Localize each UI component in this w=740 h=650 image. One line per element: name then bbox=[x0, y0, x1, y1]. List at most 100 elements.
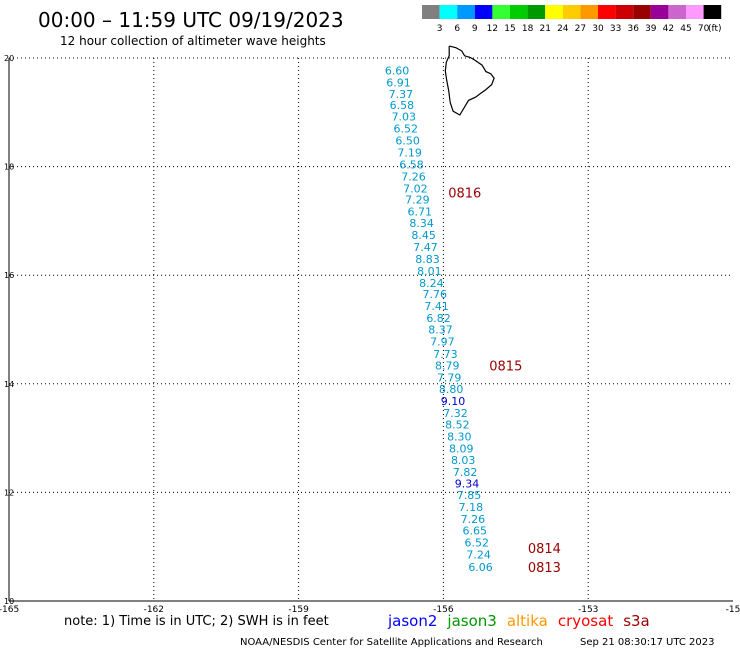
legend-swatch bbox=[474, 5, 493, 19]
swh-label: 8.03 bbox=[451, 454, 476, 467]
legend-label: 42 bbox=[663, 24, 674, 34]
legend-label: 27 bbox=[575, 24, 586, 34]
swh-label: 6.58 bbox=[399, 158, 424, 171]
swh-label: 7.79 bbox=[437, 371, 462, 384]
x-tick-label: -159 bbox=[288, 605, 309, 615]
swh-label: 6.65 bbox=[463, 524, 488, 537]
swh-label: 6.06 bbox=[468, 561, 493, 574]
swh-label: 7.41 bbox=[424, 300, 449, 313]
legend-label: 3 bbox=[437, 24, 443, 34]
legend-swatch bbox=[527, 5, 546, 19]
source-jason2: jason2 bbox=[387, 612, 437, 630]
coastline bbox=[444, 45, 495, 116]
swh-label: 8.52 bbox=[445, 419, 470, 432]
footer-credit: NOAA/NESDIS Center for Satellite Applica… bbox=[240, 637, 543, 648]
swh-label: 8.09 bbox=[449, 442, 474, 455]
swh-label: 9.34 bbox=[455, 478, 480, 491]
data-points: 6.606.917.376.587.036.526.507.196.587.26… bbox=[385, 64, 493, 573]
plot-grid bbox=[8, 57, 733, 602]
legend-swatch bbox=[457, 5, 475, 19]
swh-label: 7.29 bbox=[405, 194, 430, 207]
swh-label: 6.71 bbox=[407, 206, 432, 219]
swh-label: 6.52 bbox=[394, 123, 419, 136]
swh-label: 7.18 bbox=[459, 501, 484, 514]
legend-label: 15 bbox=[504, 24, 515, 34]
x-tick-label: -156 bbox=[433, 605, 454, 615]
legend-label: 24 bbox=[557, 24, 569, 34]
pass-time-label: 0816 bbox=[448, 187, 481, 202]
swh-label: 6.50 bbox=[395, 135, 420, 148]
y-tick-label: 10 bbox=[4, 597, 14, 606]
legend-swatch bbox=[510, 5, 528, 19]
swh-label: 8.24 bbox=[419, 277, 444, 290]
swh-label: 7.32 bbox=[443, 407, 468, 420]
pass-annotations: 0816 0815 0814 0813 bbox=[448, 187, 561, 576]
legend-label: 33 bbox=[610, 24, 621, 34]
legend-unit: (ft) bbox=[708, 24, 722, 34]
swh-label: 6.60 bbox=[385, 64, 410, 77]
axis-ticks: -165 -162 -159 -156 -153 -15 20 18 16 14 12 10 bbox=[0, 54, 740, 615]
pass-time-label: 0813 bbox=[528, 561, 561, 576]
swh-label: 7.26 bbox=[401, 170, 426, 183]
color-legend: 3 6 9 12 15 18 21 24 27 30 33 36 39 42 45 70 bbox=[422, 5, 722, 34]
swh-label: 6.82 bbox=[426, 312, 451, 325]
source-legend: jason2 jason3 altika cryosat s3a bbox=[387, 612, 650, 630]
chart-title: 00:00 – 11:59 UTC 09/19/2023 bbox=[38, 8, 344, 32]
legend-swatch bbox=[650, 5, 669, 19]
y-tick-label: 14 bbox=[4, 380, 14, 389]
swh-label: 7.73 bbox=[433, 348, 458, 361]
swh-label: 7.02 bbox=[403, 182, 428, 195]
swh-label: 8.79 bbox=[435, 359, 460, 372]
swh-label: 7.85 bbox=[457, 489, 482, 502]
swh-label: 9.10 bbox=[441, 395, 466, 408]
swh-label: 7.37 bbox=[389, 88, 414, 101]
y-tick-label: 20 bbox=[4, 54, 14, 63]
legend-swatch bbox=[545, 5, 563, 19]
y-tick-label: 18 bbox=[4, 163, 14, 172]
legend-label: 39 bbox=[645, 24, 657, 34]
x-tick-label: -165 bbox=[0, 605, 19, 615]
swh-label: 8.37 bbox=[428, 324, 453, 337]
swh-label: 7.97 bbox=[430, 335, 455, 348]
legend-swatch bbox=[633, 5, 651, 19]
swh-label: 8.34 bbox=[409, 217, 434, 230]
y-tick-label: 16 bbox=[4, 271, 14, 280]
legend-label: 18 bbox=[522, 24, 534, 34]
legend-label: 30 bbox=[592, 24, 604, 34]
pass-time-label: 0815 bbox=[489, 359, 522, 374]
legend-swatch bbox=[580, 5, 598, 19]
x-tick-label: -162 bbox=[144, 605, 164, 615]
pass-time-label: 0814 bbox=[528, 542, 561, 557]
legend-swatch bbox=[598, 5, 616, 19]
swh-label: 8.80 bbox=[439, 383, 464, 396]
legend-label: 6 bbox=[454, 24, 460, 34]
legend-swatch bbox=[422, 5, 440, 19]
swh-label: 6.91 bbox=[386, 76, 411, 89]
legend-label: 70 bbox=[698, 24, 710, 34]
swh-label: 8.01 bbox=[417, 265, 442, 278]
swh-label: 6.58 bbox=[390, 99, 415, 112]
legend-swatch bbox=[492, 5, 510, 19]
swh-label: 7.24 bbox=[466, 548, 491, 561]
swh-label: 7.26 bbox=[461, 513, 486, 526]
x-tick-label: -15 bbox=[726, 605, 740, 615]
source-jason3: jason3 bbox=[446, 612, 496, 630]
chart-subtitle: 12 hour collection of altimeter wave hei… bbox=[60, 34, 326, 48]
footer-timestamp: Sep 21 08:30:17 UTC 2023 bbox=[580, 637, 714, 648]
swh-label: 7.82 bbox=[453, 466, 478, 479]
island-outline bbox=[444, 45, 495, 116]
y-tick-label: 12 bbox=[4, 488, 14, 497]
legend-label: 21 bbox=[539, 24, 550, 34]
legend-label: 9 bbox=[472, 24, 478, 34]
source-s3a: s3a bbox=[623, 612, 650, 630]
swh-label: 6.52 bbox=[464, 536, 489, 549]
legend-swatch bbox=[439, 5, 458, 19]
legend-label: 36 bbox=[627, 24, 639, 34]
swh-label: 7.76 bbox=[422, 288, 447, 301]
swh-label: 8.45 bbox=[411, 229, 436, 242]
footer-note: note: 1) Time is in UTC; 2) SWH is in fe… bbox=[64, 614, 329, 629]
swh-label: 7.19 bbox=[397, 146, 422, 159]
legend-label: 12 bbox=[487, 24, 498, 34]
swh-label: 8.30 bbox=[447, 430, 472, 443]
